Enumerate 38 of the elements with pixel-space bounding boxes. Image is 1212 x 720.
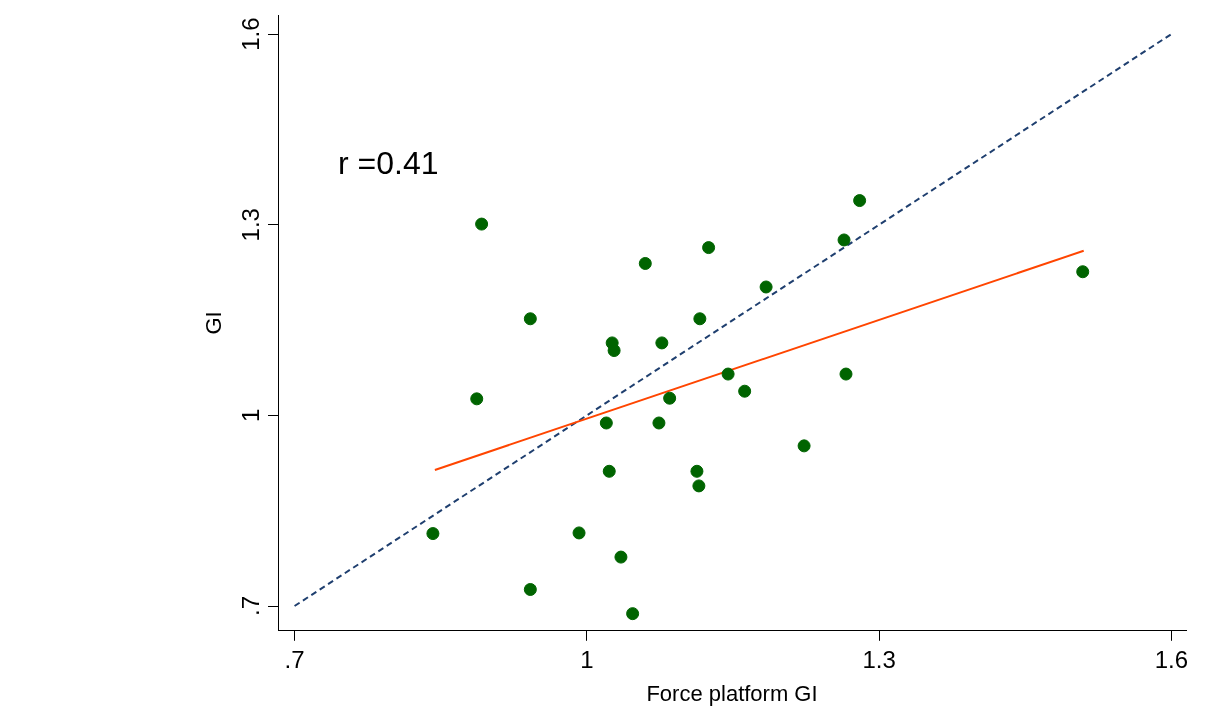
x-axis-title: Force platform GI bbox=[646, 680, 818, 706]
point bbox=[1076, 265, 1090, 279]
point bbox=[797, 439, 811, 453]
point bbox=[853, 194, 867, 208]
point bbox=[655, 336, 669, 350]
y-tick-label: 1.3 bbox=[236, 208, 264, 242]
point bbox=[523, 582, 537, 596]
point bbox=[426, 527, 440, 541]
point bbox=[759, 280, 773, 294]
point bbox=[837, 233, 851, 247]
annotation: r =0.41 bbox=[338, 144, 439, 181]
point bbox=[839, 367, 853, 381]
point bbox=[572, 526, 586, 540]
x-tick-label: .7 bbox=[284, 645, 305, 673]
x-tick-label: 1.6 bbox=[1154, 645, 1189, 673]
point bbox=[470, 392, 484, 406]
point bbox=[690, 464, 704, 478]
x-tick-label: 1 bbox=[580, 645, 594, 673]
point bbox=[721, 367, 735, 381]
point bbox=[663, 391, 677, 405]
y-axis-title: GI bbox=[201, 311, 227, 335]
point bbox=[599, 416, 613, 430]
point bbox=[523, 312, 537, 326]
point bbox=[626, 607, 640, 621]
point bbox=[702, 241, 716, 255]
y-tick-label: .7 bbox=[236, 596, 264, 617]
y-tick-label: 1.6 bbox=[236, 17, 264, 51]
point bbox=[602, 464, 616, 478]
point bbox=[693, 312, 707, 326]
point bbox=[638, 256, 652, 270]
point bbox=[607, 344, 621, 358]
y-tick-label: 1 bbox=[236, 408, 264, 423]
point bbox=[475, 217, 489, 231]
point bbox=[614, 550, 628, 564]
point bbox=[692, 479, 706, 493]
point bbox=[738, 384, 752, 398]
point bbox=[652, 416, 666, 430]
x-tick-label: 1.3 bbox=[862, 645, 896, 673]
